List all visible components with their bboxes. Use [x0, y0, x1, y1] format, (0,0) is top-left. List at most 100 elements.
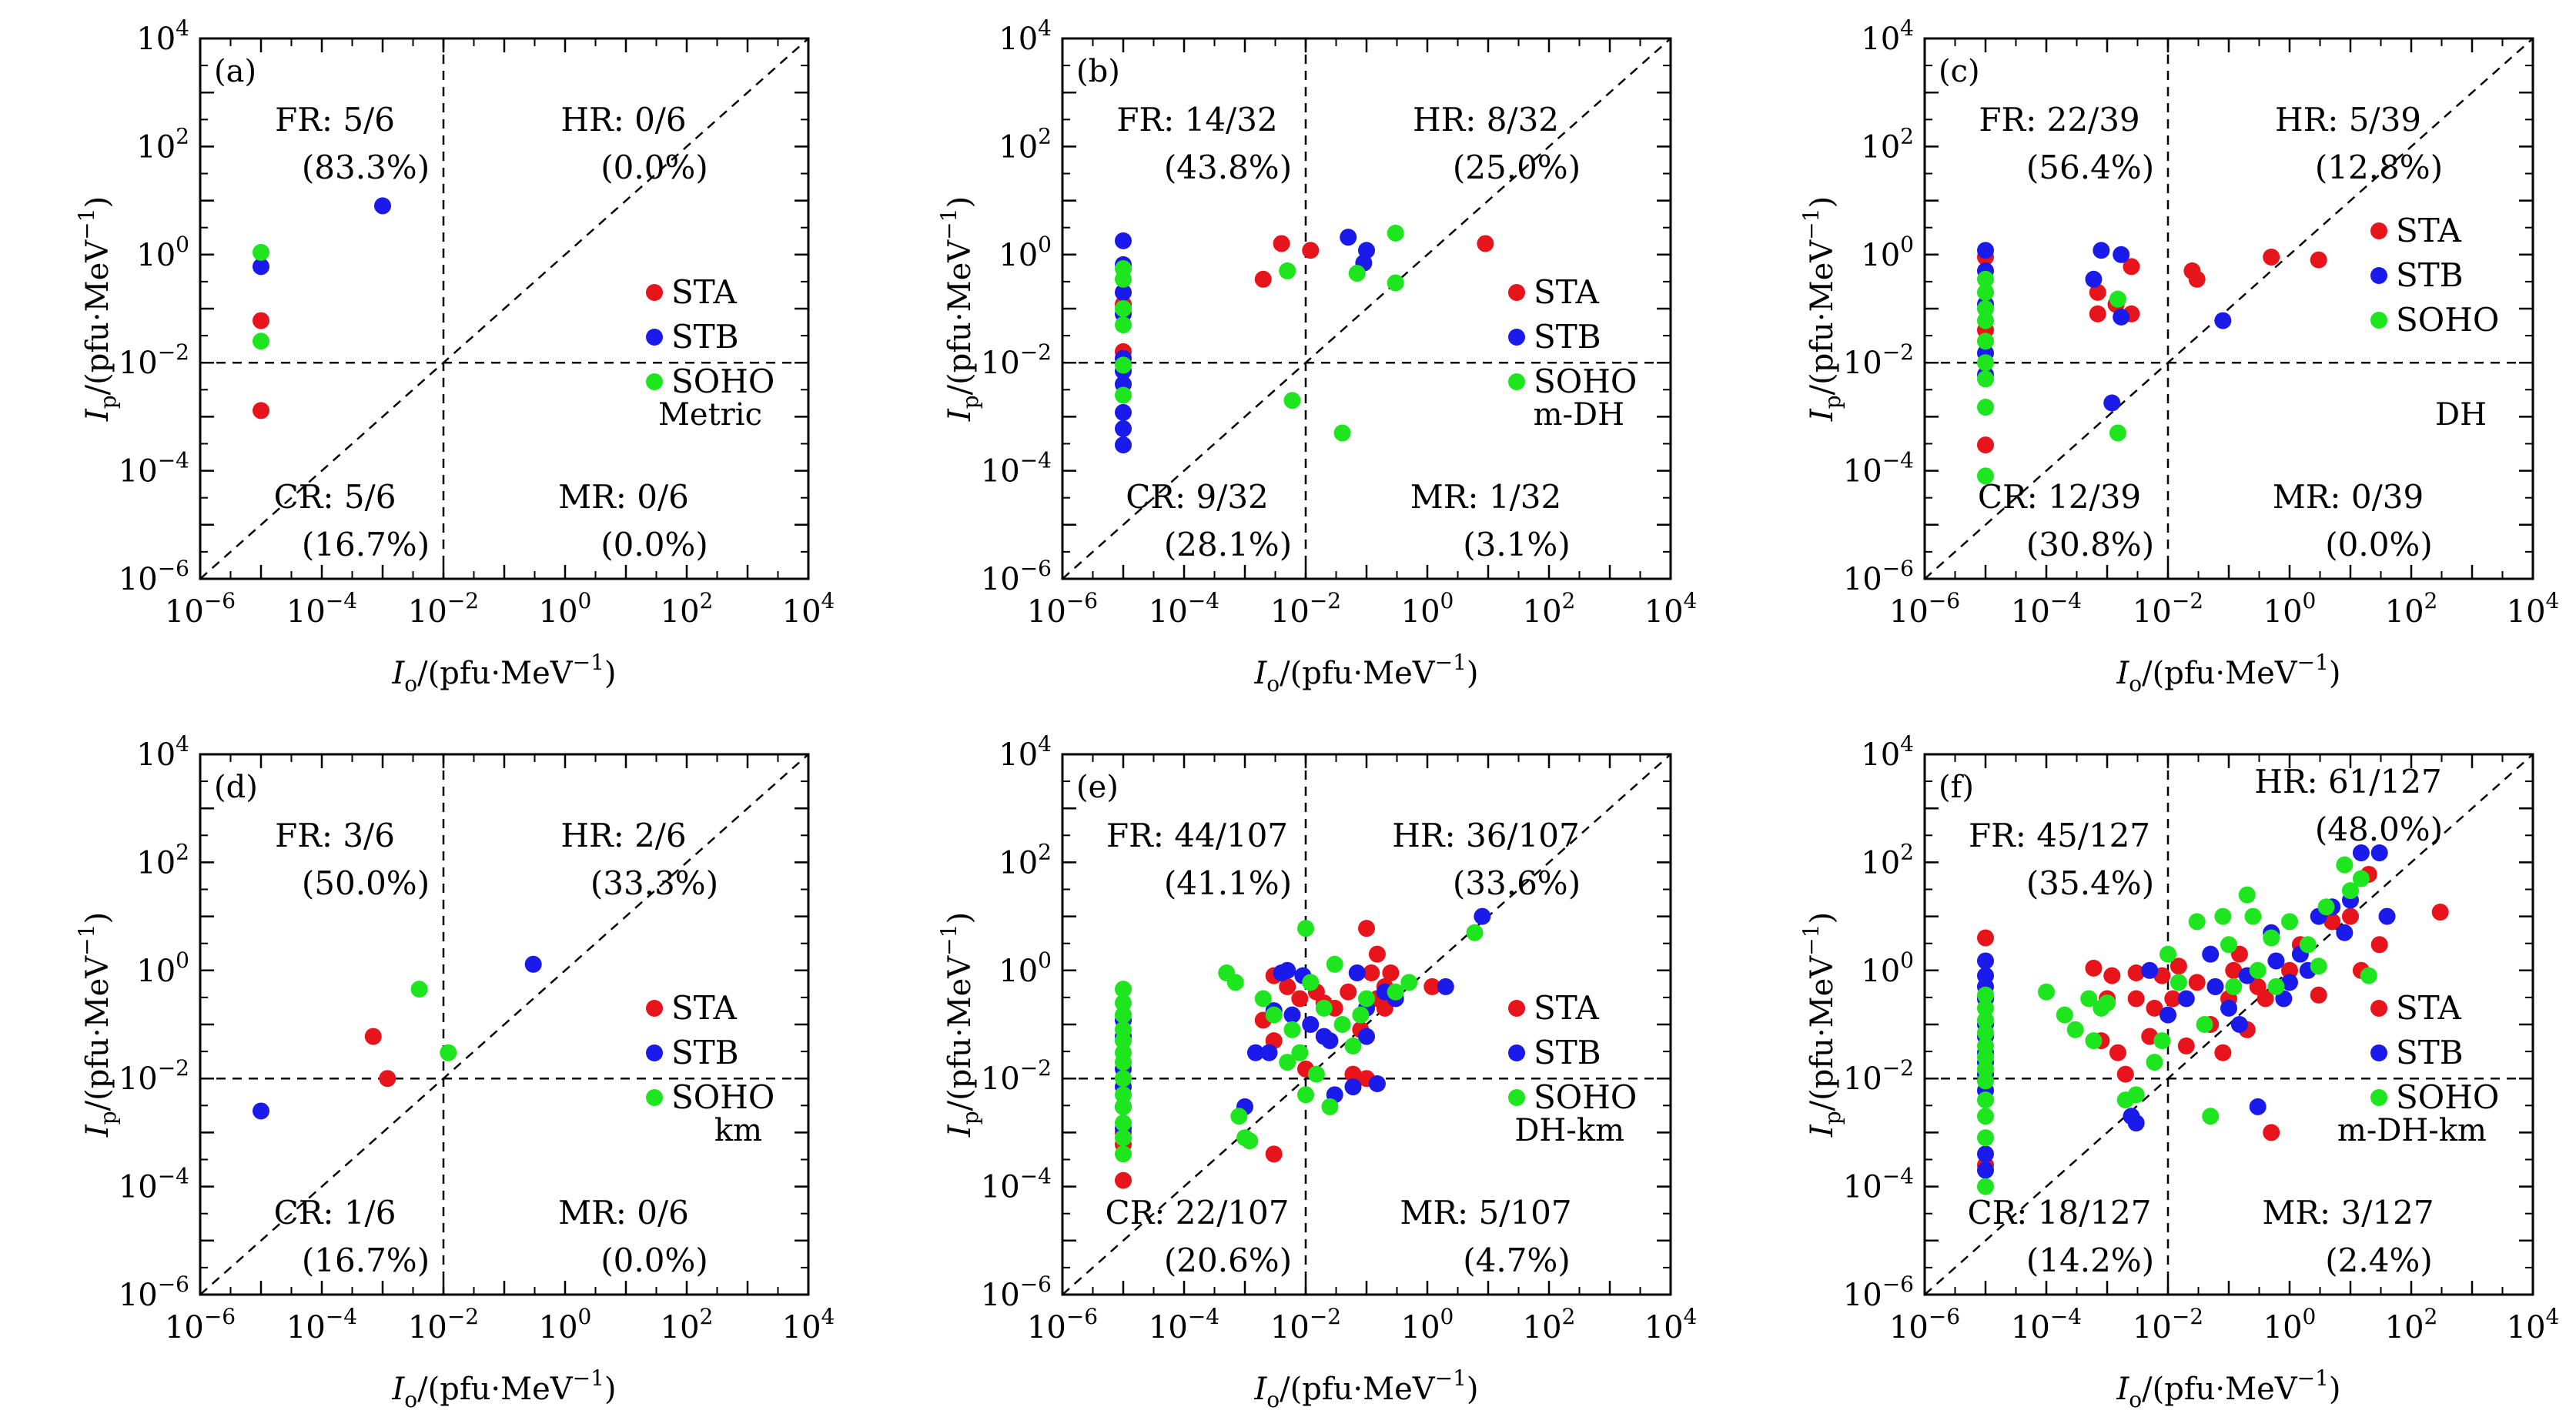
x-tick-label: 102 [1523, 1304, 1576, 1345]
x-axis-title: Io/(pfu·MeV−1) [2116, 650, 2340, 697]
data-point-stb [524, 955, 542, 973]
data-point-soho [2188, 913, 2206, 931]
x-tick-label: 10−6 [1889, 588, 1960, 630]
data-point-sta [2342, 907, 2359, 925]
data-point-sta [1291, 990, 1309, 1008]
fr-fraction: FR: 45/127 [1969, 817, 2150, 854]
legend-label: STA [2396, 212, 2461, 249]
data-point-soho [1302, 974, 1320, 991]
legend-label: STB [671, 318, 739, 356]
data-point-stb [374, 197, 391, 215]
mr-percent: (0.0%) [2325, 526, 2432, 563]
data-point-soho [2109, 424, 2126, 442]
fr-fraction: FR: 22/39 [1979, 101, 2139, 139]
mr-fraction: MR: 3/127 [2262, 1194, 2434, 1232]
data-point-stb [1115, 403, 1132, 421]
data-point-soho [1279, 1054, 1296, 1071]
y-tick-label: 100 [999, 947, 1052, 989]
data-point-soho [1115, 1129, 1132, 1147]
x-axis-title: Io/(pfu·MeV−1) [391, 1365, 616, 1412]
y-tick-label: 102 [999, 123, 1052, 165]
data-point-soho [1977, 300, 1994, 317]
cr-percent: (14.2%) [2026, 1242, 2154, 1279]
legend-marker-stb [2370, 267, 2387, 284]
x-axis-title: Io/(pfu·MeV−1) [1253, 1365, 1478, 1412]
diagonal-line [199, 38, 809, 580]
data-point-soho [2202, 1108, 2220, 1125]
data-point-soho [2196, 1016, 2213, 1033]
x-tick-label: 100 [2263, 1304, 2317, 1345]
data-point-soho [1977, 986, 1994, 1004]
fr-percent: (35.4%) [2026, 864, 2154, 902]
x-axis-title: Io/(pfu·MeV−1) [1253, 650, 1478, 697]
data-point-sta [1358, 920, 1375, 937]
method-label: m-DH-km [2337, 1113, 2487, 1148]
cr-fraction: CR: 18/127 [1967, 1194, 2151, 1232]
data-point-soho [1977, 270, 1994, 288]
legend-marker-soho [646, 373, 663, 390]
data-point-soho [1265, 1006, 1283, 1024]
data-point-stb [1358, 1028, 1375, 1045]
x-tick-label: 10−2 [1270, 1304, 1341, 1345]
data-point-soho [1387, 224, 1404, 242]
data-point-soho [1115, 356, 1132, 374]
chart-panel: 10−610−6 10−4 10−4 10−2 10−2 100 100 102 102 104 1… [1798, 731, 2559, 1412]
data-point-soho [1307, 1065, 1325, 1083]
data-point-sta [2225, 961, 2243, 979]
data-point-sta [1382, 964, 1400, 982]
data-point-sta [2281, 961, 2298, 979]
chart-panel: 10−610−6 10−4 10−4 10−2 10−2 100 100 102 102 104 1… [1798, 15, 2559, 697]
fr-fraction: FR: 3/6 [275, 817, 395, 854]
hr-fraction: HR: 36/107 [1392, 817, 1580, 854]
legend-label: STA [1534, 273, 1599, 311]
data-point-soho [1977, 1178, 1994, 1195]
legend-label: STA [671, 989, 737, 1027]
y-tick-label: 10−6 [981, 1272, 1052, 1313]
mr-percent: (2.4%) [2325, 1242, 2432, 1279]
data-point-soho [1321, 1098, 1339, 1115]
y-axis-title: Ip/(pfu·MeV−1) [74, 912, 121, 1138]
chart-panel: 10−610−6 10−4 10−4 10−2 10−2 100 100 102 102 104 1… [74, 15, 835, 697]
diagonal-line [1062, 38, 1671, 580]
y-tick-label: 10−4 [119, 1164, 189, 1205]
x-axis-title: Io/(pfu·MeV−1) [391, 650, 616, 697]
y-tick-label: 104 [136, 731, 189, 773]
y-tick-label: 104 [136, 15, 189, 57]
y-tick-label: 10−4 [981, 448, 1052, 490]
cr-fraction: CR: 12/39 [1978, 478, 2141, 516]
x-tick-label: 10−2 [408, 1304, 479, 1345]
data-point-sta [1977, 929, 1994, 947]
data-point-stb [1115, 232, 1132, 249]
legend-marker-stb [1508, 1044, 1525, 1061]
x-tick-label: 104 [1644, 1304, 1698, 1345]
x-axis-title: Io/(pfu·MeV−1) [2116, 1365, 2340, 1412]
data-point-soho [2220, 936, 2237, 954]
y-tick-label: 10−6 [1843, 1272, 1914, 1313]
y-tick-label: 100 [136, 947, 189, 989]
data-point-soho [2310, 957, 2327, 975]
data-point-stb [2127, 1115, 2145, 1132]
x-tick-label: 100 [1401, 588, 1454, 630]
fr-percent: (56.4%) [2026, 149, 2154, 186]
data-point-soho [1115, 300, 1132, 317]
x-tick-label: 10−2 [2133, 1304, 2203, 1345]
y-axis-title: Ip/(pfu·MeV−1) [1798, 196, 1845, 422]
data-point-soho [2267, 978, 2285, 995]
x-tick-label: 10−6 [1027, 588, 1098, 630]
data-point-sta [2431, 904, 2449, 921]
panel-label: (b) [1076, 54, 1120, 89]
x-tick-label: 10−4 [286, 1304, 357, 1345]
y-tick-label: 10−2 [119, 1055, 189, 1097]
mr-percent: (4.7%) [1463, 1242, 1570, 1279]
mr-percent: (0.0%) [601, 1242, 708, 1279]
data-point-stb [1977, 952, 1994, 970]
legend-marker-sta [1508, 1000, 1525, 1017]
data-point-soho [1977, 1091, 1994, 1109]
data-point-soho [1344, 1037, 1362, 1054]
data-point-soho [1387, 274, 1404, 292]
y-axis-title: Ip/(pfu·MeV−1) [1798, 912, 1845, 1138]
legend-marker-sta [646, 1000, 663, 1017]
legend-marker-stb [2370, 1044, 2387, 1061]
data-point-soho [253, 333, 269, 350]
